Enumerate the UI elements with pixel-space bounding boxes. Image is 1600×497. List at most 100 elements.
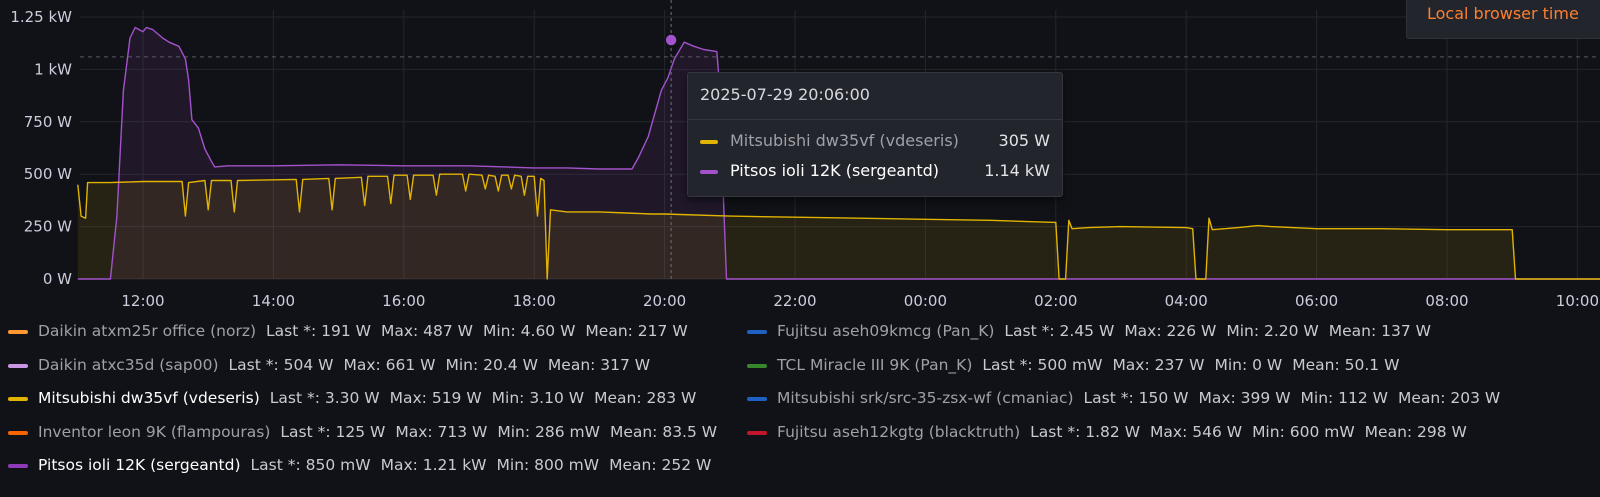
legend-item[interactable]: Daikin atxc35d (sap00) Last *: 504 W Max: …	[8, 356, 650, 374]
x-tick-label: 04:00	[1165, 292, 1208, 310]
legend-series-name: Inventor leon 9K (flampouras)	[38, 422, 271, 441]
series-areas	[77, 27, 1600, 279]
tooltip-row: Mitsubishi dw35vf (vdeseris) 305 W	[700, 131, 1050, 153]
legend-stat-mean: Mean: 50.1 W	[1292, 355, 1400, 374]
tooltip-series-swatch	[700, 140, 718, 144]
legend-swatch	[8, 363, 28, 368]
legend-swatch	[747, 330, 767, 334]
y-tick-label: 500 W	[24, 165, 72, 183]
legend-stat-last: Last *: 500 mW	[982, 355, 1103, 374]
legend-item[interactable]: Mitsubishi dw35vf (vdeseris) Last *: 3.30…	[8, 389, 696, 407]
legend-swatch	[8, 397, 28, 401]
legend-stat-max: Max: 519 W	[389, 389, 482, 407]
tooltip-series-name: Pitsos ioli 12K (sergeantd)	[730, 161, 940, 180]
legend-item[interactable]: Daikin atxm25r office (norz) Last *: 191 …	[8, 322, 688, 340]
legend-stat-max: Max: 487 W	[380, 322, 473, 340]
legend-swatch	[8, 430, 28, 435]
y-axis: 0 W 250 W 500 W 750 W 1 kW 1.25 kW	[10, 8, 72, 288]
legend-stat-mean: Mean: 137 W	[1328, 322, 1431, 340]
legend-stat-mean: Mean: 203 W	[1398, 389, 1501, 407]
x-tick-label: 06:00	[1295, 292, 1338, 310]
legend-stat-min: Min: 800 mW	[496, 456, 600, 474]
x-tick-label: 02:00	[1034, 292, 1077, 310]
legend-stat-mean: Mean: 217 W	[585, 322, 688, 340]
legend-stat-last: Last *: 3.30 W	[269, 389, 380, 407]
legend-stat-last: Last *: 125 W	[280, 422, 386, 441]
legend-item[interactable]: Mitsubishi srk/src-35-zsx-wf (cmaniac) La…	[747, 389, 1500, 407]
y-tick-label: 250 W	[24, 218, 72, 236]
tooltip-row: Pitsos ioli 12K (sergeantd) 1.14 kW	[700, 161, 1050, 183]
y-tick-label: 1.25 kW	[10, 8, 72, 26]
x-tick-label: 10:00	[1556, 292, 1599, 310]
legend-item[interactable]: TCL Miracle III 9K (Pan_K) Last *: 500 mW…	[747, 356, 1399, 374]
tooltip-series-value: 1.14 kW	[984, 161, 1050, 180]
y-tick-label: 0 W	[43, 270, 72, 288]
hover-layer	[664, 0, 678, 279]
tooltip-divider	[688, 119, 1062, 120]
series-area-0	[77, 27, 1600, 279]
legend-swatch	[8, 464, 28, 468]
legend-stat-min: Min: 112 W	[1300, 389, 1389, 407]
legend-stat-min: Min: 600 mW	[1252, 422, 1355, 441]
legend-stat-max: Max: 226 W	[1124, 322, 1217, 340]
x-tick-label: 00:00	[904, 292, 947, 310]
x-axis: 12:00 14:00 16:00 18:00 20:00 22:00 00:00 02:00…	[121, 292, 1599, 310]
y-tick-label: 750 W	[24, 113, 72, 131]
legend-stat-mean: Mean: 298 W	[1364, 422, 1467, 441]
legend-stat-min: Min: 3.10 W	[491, 389, 585, 407]
legend-stat-max: Max: 237 W	[1112, 355, 1205, 374]
legend-stat-max: Max: 1.21 kW	[380, 456, 487, 474]
legend-series-name: TCL Miracle III 9K (Pan_K)	[777, 355, 973, 374]
legend-stat-max: Max: 546 W	[1150, 422, 1243, 441]
legend-item[interactable]: Inventor leon 9K (flampouras) Last *: 125…	[8, 423, 717, 441]
legend-stat-min: Min: 286 mW	[497, 422, 600, 441]
series-line-0[interactable]	[77, 26, 1600, 280]
legend-stat-mean: Mean: 83.5 W	[609, 422, 718, 441]
legend-series-name: Mitsubishi dw35vf (vdeseris)	[38, 389, 260, 407]
legend-item[interactable]: Fujitsu aseh12kgtg (blacktruth) Last *: 1…	[747, 423, 1467, 441]
legend-swatch	[8, 330, 28, 334]
legend-item[interactable]: Fujitsu aseh09kmcg (Pan_K) Last *: 2.45 W…	[747, 322, 1431, 340]
legend-stat-max: Max: 399 W	[1198, 389, 1291, 407]
legend-stat-max: Max: 661 W	[343, 355, 436, 374]
series-lines	[77, 26, 1600, 280]
legend-stat-last: Last *: 1.82 W	[1030, 422, 1141, 441]
legend-series-name: Daikin atxm25r office (norz)	[38, 322, 257, 340]
legend-stat-max: Max: 713 W	[395, 422, 488, 441]
timezone-picker[interactable]: Local browser time	[1406, 0, 1600, 39]
series-area-1	[77, 174, 1600, 279]
legend-stat-last: Last *: 191 W	[266, 322, 371, 340]
legend-series-name: Fujitsu aseh12kgtg (blacktruth)	[777, 422, 1021, 441]
x-tick-label: 16:00	[382, 292, 425, 310]
x-tick-label: 18:00	[513, 292, 556, 310]
legend-series-name: Daikin atxc35d (sap00)	[38, 355, 219, 374]
timezone-label: Local browser time	[1427, 4, 1579, 23]
legend-series-name: Fujitsu aseh09kmcg (Pan_K)	[777, 322, 995, 340]
legend-stat-last: Last *: 2.45 W	[1004, 322, 1115, 340]
legend-stat-mean: Mean: 252 W	[609, 456, 712, 474]
x-tick-label: 14:00	[252, 292, 295, 310]
x-tick-label: 12:00	[121, 292, 164, 310]
legend-series-name: Pitsos ioli 12K (sergeantd)	[38, 456, 241, 474]
legend-stat-min: Min: 0 W	[1214, 355, 1283, 374]
hover-tooltip: 2025-07-29 20:06:00 Mitsubishi dw35vf (v…	[687, 72, 1063, 197]
tooltip-series-swatch	[700, 170, 718, 174]
series-line-1[interactable]	[77, 173, 1600, 280]
legend-stat-mean: Mean: 283 W	[594, 389, 697, 407]
legend-stat-mean: Mean: 317 W	[547, 355, 651, 374]
legend-stat-min: Min: 2.20 W	[1226, 322, 1319, 340]
hover-point-marker	[664, 33, 678, 47]
legend-stat-min: Min: 4.60 W	[483, 322, 576, 340]
legend-item[interactable]: Pitsos ioli 12K (sergeantd) Last *: 850 m…	[8, 456, 711, 474]
tooltip-time: 2025-07-29 20:06:00	[700, 85, 870, 104]
x-tick-label: 08:00	[1425, 292, 1468, 310]
tooltip-series-name: Mitsubishi dw35vf (vdeseris)	[730, 131, 959, 150]
legend-swatch	[747, 430, 767, 435]
legend-series-name: Mitsubishi srk/src-35-zsx-wf (cmaniac)	[777, 389, 1074, 407]
legend-stat-last: Last *: 850 mW	[250, 456, 371, 474]
legend-stat-last: Last *: 150 W	[1083, 389, 1189, 407]
tooltip-series-value: 305 W	[998, 131, 1050, 150]
legend-stat-min: Min: 20.4 W	[445, 355, 538, 374]
legend-swatch	[747, 397, 767, 401]
x-tick-label: 22:00	[773, 292, 816, 310]
